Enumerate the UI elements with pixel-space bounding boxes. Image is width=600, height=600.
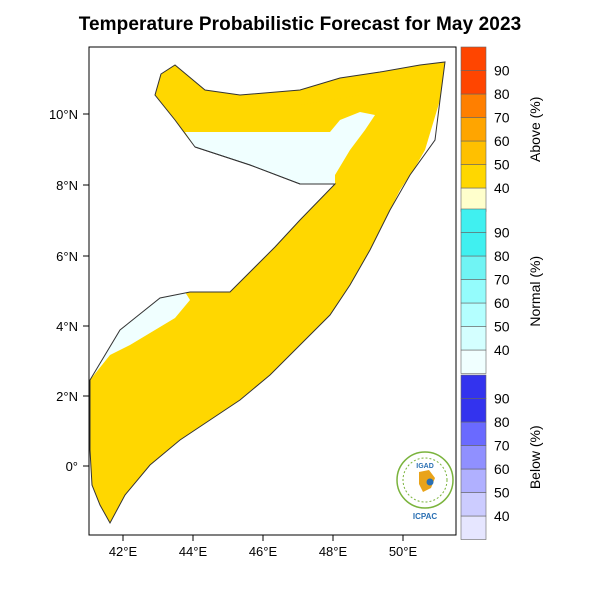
legend-level-label: 50 [494,157,510,173]
legend-level-label: 70 [494,110,510,126]
legend-level-label: 40 [494,508,510,524]
legend-swatch [460,302,487,327]
y-tick-label: 6°N [56,249,78,264]
normal-40-region-west [90,292,190,380]
legend-swatch [460,93,487,118]
y-tick-label: 0° [66,459,78,474]
legend-swatch [460,255,487,280]
x-tick-label: 42°E [109,544,138,559]
legend-swatch [460,208,487,233]
legend-level-label: 70 [494,438,510,454]
y-tick-label: 8°N [56,178,78,193]
legend-swatch [460,421,487,446]
above-40-region [180,70,440,128]
x-tick-label: 46°E [249,544,278,559]
logo-top-text: IGAD [416,463,434,470]
legend-swatch [460,117,487,142]
legends: 40 50 60 70 80 90 Above (%) 40 50 60 70 80 90 Normal … [460,46,543,540]
y-tick-label: 2°N [56,389,78,404]
legend-title: Normal (%) [527,256,543,327]
logo-laurel-icon [402,457,448,503]
legend-swatch [460,164,487,189]
normal-40-region-north [185,112,375,184]
logo-bottom-text: ICPAC [413,512,438,521]
legend-swatch [460,46,487,71]
legend-swatch [460,187,487,212]
country-outline [89,61,446,525]
page-title: Temperature Probabilistic Forecast for M… [78,14,522,35]
legend-swatch [460,398,487,423]
legend-level-label: 40 [494,180,510,196]
x-tick-label: 44°E [179,544,208,559]
legend-swatch [460,468,487,493]
legend-swatch [460,140,487,165]
legend-level-label: 60 [494,133,510,149]
y-tick-label: 4°N [56,319,78,334]
x-tick-label: 50°E [389,544,418,559]
region-dot-icon [426,478,434,486]
icpac-logo: IGAD ICPAC [396,451,454,521]
legend-title: Above (%) [527,97,543,162]
legend-level-label: 70 [494,272,510,288]
legend-level-label: 50 [494,319,510,335]
legend-below: 40 50 60 70 80 90 Below (%) [460,374,543,540]
legend-level-label: 60 [494,461,510,477]
legend-swatch [460,326,487,351]
legend-above: 40 50 60 70 80 90 Above (%) [460,46,543,212]
legend-level-label: 90 [494,225,510,241]
legend-level-label: 90 [494,63,510,79]
legend-swatch [460,279,487,304]
legend-swatch [460,515,487,540]
border-line [194,146,335,185]
legend-level-label: 40 [494,342,510,358]
x-axis: 42°E 44°E 46°E 48°E 50°E [109,535,418,559]
legend-swatch [460,374,487,399]
legend-title: Below (%) [527,425,543,489]
legend-level-label: 60 [494,295,510,311]
y-axis: 10°N 8°N 6°N 4°N 2°N 0° [49,107,89,474]
legend-swatch [460,492,487,517]
legend-swatch [460,232,487,257]
legend-swatch [460,445,487,470]
y-tick-label: 10°N [49,107,78,122]
legend-swatch [460,349,487,374]
legend-level-label: 80 [494,248,510,264]
legend-level-label: 50 [494,485,510,501]
legend-level-label: 80 [494,86,510,102]
legend-normal: 40 50 60 70 80 90 Normal (%) [460,208,543,374]
x-tick-label: 48°E [319,544,348,559]
legend-level-label: 80 [494,414,510,430]
legend-level-label: 90 [494,391,510,407]
legend-swatch [460,70,487,95]
